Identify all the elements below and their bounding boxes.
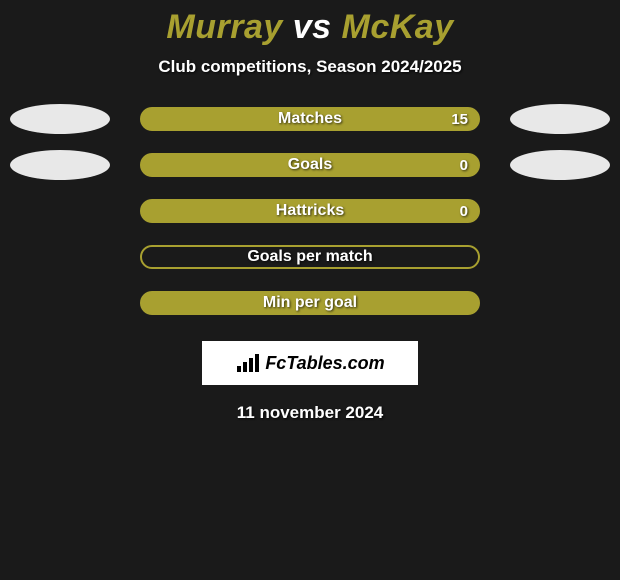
stat-row: Hattricks 0 — [0, 199, 620, 223]
player-left-badge — [10, 150, 110, 180]
stat-label: Goals — [288, 156, 332, 174]
stat-bar: Hattricks 0 — [140, 199, 480, 223]
stat-label: Matches — [278, 110, 342, 128]
stat-bar: Matches 15 — [140, 107, 480, 131]
stat-value-right: 0 — [460, 203, 468, 220]
stat-row: Goals 0 — [0, 153, 620, 177]
logo-badge: FcTables.com — [202, 341, 418, 385]
stats-list: Matches 15 Goals 0 Hattricks 0 Goals per match… — [0, 107, 620, 315]
player-left-badge — [10, 104, 110, 134]
stat-value-right: 0 — [460, 157, 468, 174]
stat-label: Min per goal — [263, 294, 357, 312]
stat-bar: Goals per match — [140, 245, 480, 269]
page-title: Murray vs McKay — [166, 8, 453, 47]
stat-row: Min per goal — [0, 291, 620, 315]
stat-label: Goals per match — [247, 248, 372, 266]
player-right-badge — [510, 104, 610, 134]
date-label: 11 november 2024 — [237, 403, 383, 423]
player-right-name: McKay — [342, 8, 454, 46]
stat-row: Matches 15 — [0, 107, 620, 131]
vs-label: vs — [293, 8, 332, 46]
stat-value-right: 15 — [451, 111, 468, 128]
player-right-badge — [510, 150, 610, 180]
stat-bar: Min per goal — [140, 291, 480, 315]
chart-bars-icon — [235, 352, 261, 374]
stat-label: Hattricks — [276, 202, 344, 220]
logo-text: FcTables.com — [265, 353, 384, 374]
player-left-name: Murray — [166, 8, 282, 46]
subtitle: Club competitions, Season 2024/2025 — [158, 57, 461, 77]
comparison-card: Murray vs McKay Club competitions, Seaso… — [0, 0, 620, 423]
stat-row: Goals per match — [0, 245, 620, 269]
stat-bar: Goals 0 — [140, 153, 480, 177]
